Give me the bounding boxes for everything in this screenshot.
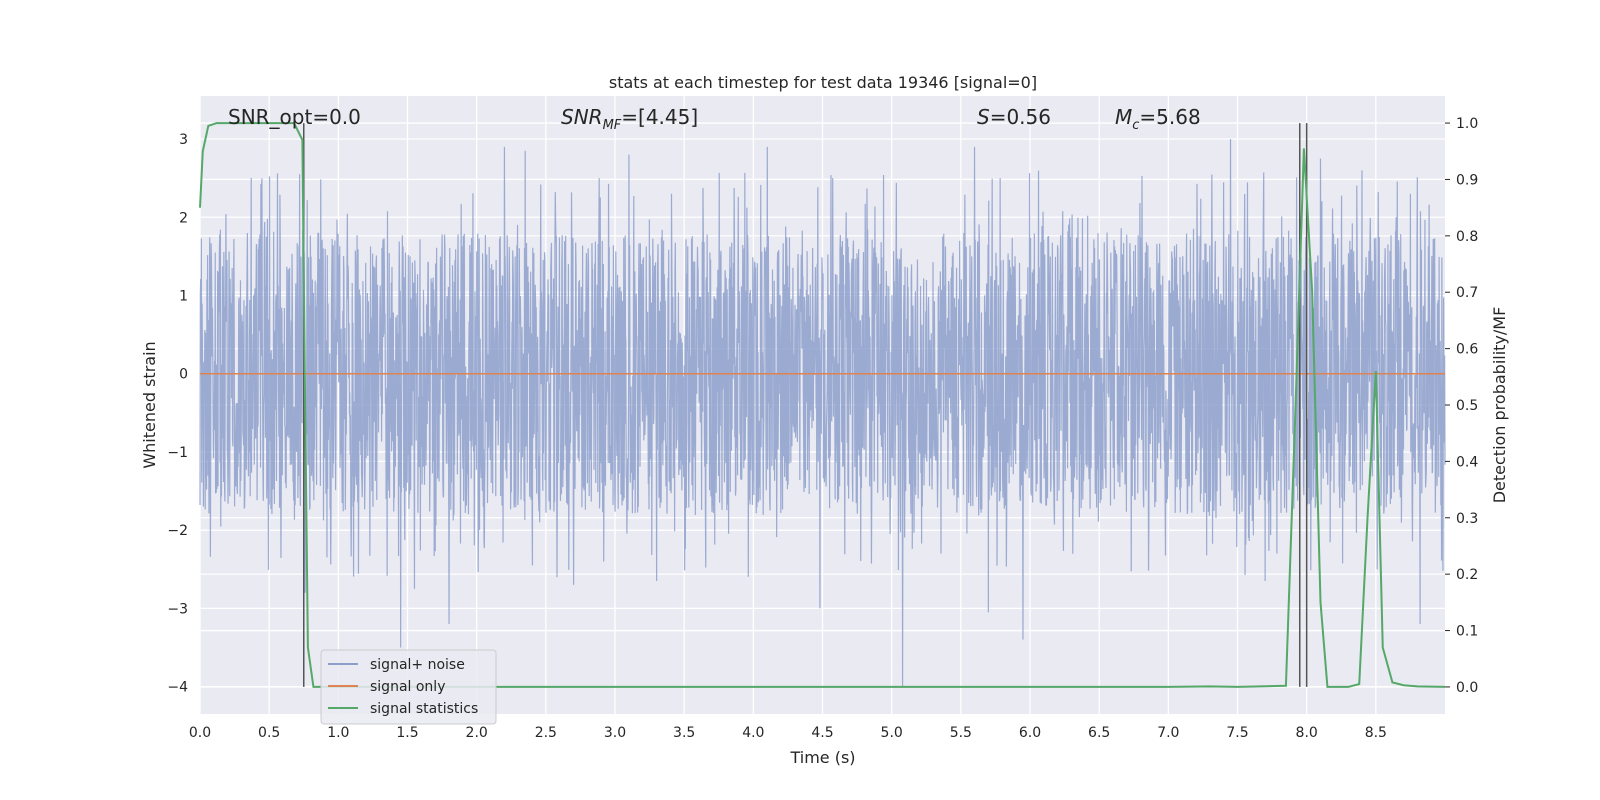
x-tick-label: 0.0 (189, 725, 211, 741)
y2-tick-label: 1.0 (1456, 116, 1478, 132)
y-tick-label: −2 (167, 523, 188, 539)
x-ticks: 0.0 0.5 1.0 1.5 2.0 2.5 3.0 3.5 4.0 4.5 5.0 5.5 6.0 6… (189, 725, 1387, 741)
mc-annotation: Mc=5.68 (1115, 105, 1201, 133)
y2-axis-label: Detection probability/MF (1490, 307, 1509, 504)
y-tick-label: 2 (179, 210, 188, 226)
legend-label-signal-statistics: signal statistics (370, 701, 478, 717)
y-tick-label: 3 (179, 132, 188, 148)
x-axis-label: Time (s) (789, 748, 855, 767)
snr-mf-annotation: SNRMF=[4.45] (561, 105, 698, 133)
signal-noise-line (199, 139, 1446, 687)
x-tick-label: 7.0 (1157, 725, 1179, 741)
y-tick-label: −1 (167, 445, 188, 461)
y2-tick-label: 0.9 (1456, 172, 1478, 188)
legend-box (320, 649, 497, 725)
y-tick-label: 0 (179, 367, 188, 383)
y-tick-label: −3 (167, 601, 188, 617)
x-tick-label: 2.0 (466, 725, 488, 741)
legend-label-signal-noise: signal+ noise (370, 657, 465, 673)
y2-tick-label: 0.5 (1456, 398, 1478, 414)
x-tick-label: 5.5 (950, 725, 972, 741)
legend-label-signal-only: signal only (370, 679, 445, 695)
y-ticks: 3 2 1 0 −1 −2 −3 −4 (167, 132, 188, 696)
x-tick-label: 7.5 (1226, 725, 1248, 741)
x-tick-label: 3.0 (604, 725, 626, 741)
y2-tick-label: 0.2 (1456, 567, 1478, 583)
x-tick-label: 2.5 (535, 725, 557, 741)
x-tick-label: 0.5 (258, 725, 280, 741)
y2-tick-label: 0.1 (1456, 624, 1478, 640)
y2-ticks: 1.0 0.9 0.8 0.7 0.6 0.5 0.4 0.3 0.2 0.1 0.0 (1445, 116, 1478, 696)
y2-tick-label: 0.7 (1456, 285, 1478, 301)
x-tick-label: 4.0 (742, 725, 764, 741)
y2-tick-label: 0.0 (1456, 680, 1478, 696)
y-tick-label: −4 (167, 680, 188, 696)
x-tick-label: 8.5 (1365, 725, 1387, 741)
x-tick-label: 1.0 (327, 725, 349, 741)
noise-series (199, 139, 1446, 687)
legend: signal+ noise signal only signal statist… (320, 649, 497, 725)
x-tick-label: 6.5 (1088, 725, 1110, 741)
y-tick-label: 1 (179, 288, 188, 304)
y2-tick-label: 0.4 (1456, 454, 1478, 470)
x-tick-label: 6.0 (1019, 725, 1041, 741)
snr-opt-annotation: SNR_opt=0.0 (228, 105, 361, 129)
s-annotation: S=0.56 (977, 105, 1051, 129)
x-tick-label: 8.0 (1296, 725, 1318, 741)
x-tick-label: 3.5 (673, 725, 695, 741)
y-axis-label: Whitened strain (140, 341, 159, 468)
y2-tick-label: 0.8 (1456, 229, 1478, 245)
x-tick-label: 5.0 (881, 725, 903, 741)
signal-statistics-line (199, 122, 1446, 688)
y2-tick-label: 0.3 (1456, 511, 1478, 527)
y2-tick-label: 0.6 (1456, 342, 1478, 358)
x-tick-label: 4.5 (811, 725, 833, 741)
chart-title: stats at each timestep for test data 193… (609, 73, 1037, 92)
x-tick-label: 1.5 (396, 725, 418, 741)
line-series (199, 122, 1446, 688)
